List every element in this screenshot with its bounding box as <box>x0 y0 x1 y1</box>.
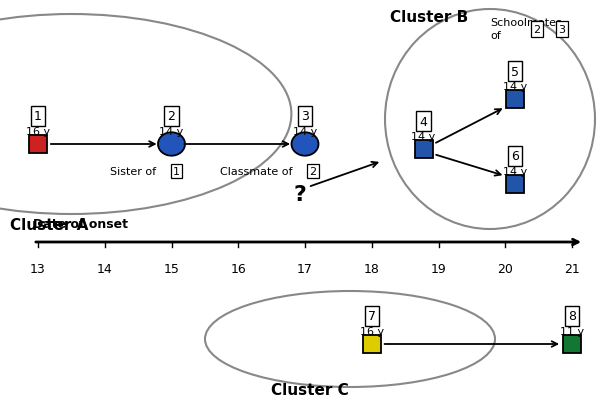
Bar <box>563 335 581 353</box>
Text: 7: 7 <box>368 310 376 323</box>
Text: 2: 2 <box>533 25 541 35</box>
Bar <box>506 91 524 109</box>
Text: 2: 2 <box>167 110 175 123</box>
Text: 19: 19 <box>431 262 446 275</box>
Text: Cluster C: Cluster C <box>271 382 349 397</box>
Text: 16: 16 <box>230 262 246 275</box>
Text: of: of <box>490 31 501 41</box>
Text: 8: 8 <box>568 310 576 323</box>
Text: Cluster A: Cluster A <box>10 217 88 232</box>
Text: 6: 6 <box>511 150 519 163</box>
Text: 3: 3 <box>301 110 309 123</box>
Text: 14 y: 14 y <box>503 82 527 92</box>
Text: 14: 14 <box>97 262 113 275</box>
Text: 14 y: 14 y <box>293 127 317 136</box>
Text: 5: 5 <box>511 65 519 78</box>
Text: Schoolmates: Schoolmates <box>490 18 562 28</box>
Text: Cluster B: Cluster B <box>390 10 468 25</box>
Text: 11 y: 11 y <box>560 326 584 336</box>
Text: 21: 21 <box>564 262 580 275</box>
Text: 2: 2 <box>310 166 317 177</box>
Text: ?: ? <box>293 185 307 205</box>
Text: 13: 13 <box>30 262 46 275</box>
Text: Sister of: Sister of <box>110 166 157 177</box>
Text: 16 y: 16 y <box>359 326 384 336</box>
Text: 20: 20 <box>497 262 513 275</box>
Text: 15: 15 <box>164 262 179 275</box>
Text: 1: 1 <box>173 166 180 177</box>
Text: 16 y: 16 y <box>26 127 50 136</box>
Bar <box>415 141 433 159</box>
Ellipse shape <box>292 133 319 156</box>
Ellipse shape <box>158 133 185 156</box>
Bar <box>363 335 381 353</box>
Text: 18: 18 <box>364 262 380 275</box>
Text: 3: 3 <box>559 25 566 35</box>
Text: 1: 1 <box>34 110 42 123</box>
Bar <box>506 175 524 194</box>
Text: 14 y: 14 y <box>160 127 184 136</box>
Text: 14 y: 14 y <box>412 132 436 142</box>
Text: Classmate of: Classmate of <box>221 166 293 177</box>
Text: 17: 17 <box>297 262 313 275</box>
Bar <box>29 136 47 153</box>
Text: 14 y: 14 y <box>503 166 527 177</box>
Text: Date of onset: Date of onset <box>33 217 128 230</box>
Text: 4: 4 <box>419 115 427 128</box>
